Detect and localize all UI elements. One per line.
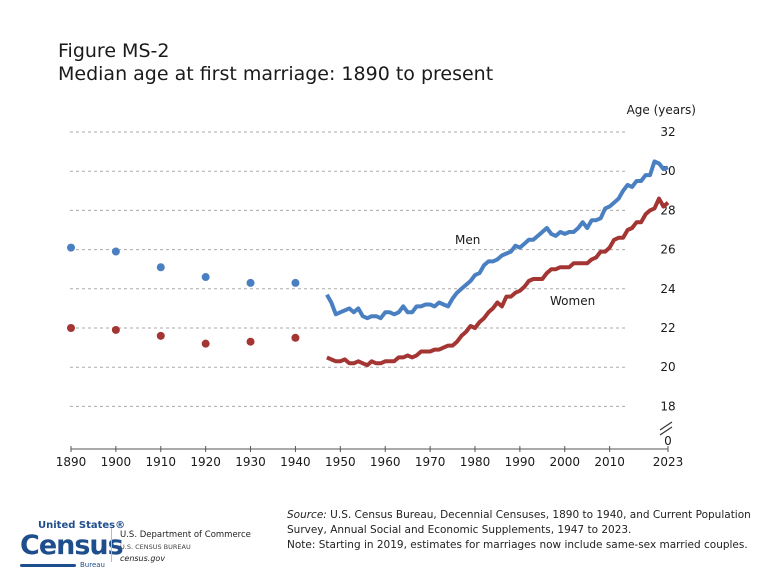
logo-line1: United States® <box>38 520 126 531</box>
x-tick-label: 1960 <box>370 455 401 469</box>
y-tick-label: 32 <box>660 125 675 139</box>
logo-line2: Census <box>20 530 124 561</box>
figure-label: Figure MS-2 <box>58 40 170 62</box>
point-women-1930 <box>246 337 255 346</box>
series-label-women: Women <box>550 294 595 308</box>
y-tick-label: 0 <box>664 434 672 448</box>
x-tick-label: 1890 <box>56 455 87 469</box>
source-label: Source: <box>287 509 327 521</box>
x-tick-label: 2000 <box>549 455 580 469</box>
line-men <box>325 159 669 321</box>
point-men-1890 <box>67 243 75 252</box>
x-tick-label: 1910 <box>146 455 177 469</box>
x-tick-label: 1990 <box>505 455 536 469</box>
x-tick-label: 1920 <box>190 455 221 469</box>
point-men-1930 <box>246 278 255 287</box>
x-tick-label: 1930 <box>235 455 266 469</box>
logo-line3: Bureau <box>80 561 105 569</box>
x-tick-label: 1970 <box>415 455 446 469</box>
point-women-1900 <box>111 325 120 334</box>
bureau-name: U.S. CENSUS BUREAU <box>120 543 191 551</box>
point-women-1920 <box>201 339 210 348</box>
site-link[interactable]: census.gov <box>120 554 166 563</box>
divider <box>111 528 112 562</box>
y-tick-label: 24 <box>660 282 675 296</box>
point-men-1900 <box>111 247 120 256</box>
series-label-men: Men <box>455 233 480 247</box>
dept-name: U.S. Department of Commerce <box>120 530 251 540</box>
y-tick-label: 20 <box>660 360 675 374</box>
point-men-1910 <box>156 263 165 272</box>
x-tick-label: 1950 <box>325 455 356 469</box>
x-tick-label: 1940 <box>280 455 311 469</box>
note-text: Note: Starting in 2019, estimates for ma… <box>287 539 748 551</box>
x-tick-label: 1980 <box>460 455 491 469</box>
point-women-1890 <box>67 324 75 332</box>
y-tick-label: 26 <box>660 243 675 257</box>
y-tick-label: 18 <box>660 399 675 413</box>
axis-break-icon <box>659 421 673 436</box>
y-axis-label: Age (years) <box>627 103 696 117</box>
line-women <box>326 196 670 368</box>
y-tick-label: 22 <box>660 321 675 335</box>
x-tick-label: 2023 <box>653 455 684 469</box>
point-women-1910 <box>156 331 165 340</box>
chart-title: Median age at first marriage: 1890 to pr… <box>58 63 494 85</box>
point-women-1940 <box>291 333 300 342</box>
source-note: Source: U.S. Census Bureau, Decennial Ce… <box>287 508 757 553</box>
point-men-1920 <box>201 273 210 282</box>
x-tick-label: 1900 <box>101 455 132 469</box>
point-men-1940 <box>291 278 300 287</box>
logo-bar <box>20 564 76 567</box>
x-tick-label: 2010 <box>594 455 625 469</box>
source-text: U.S. Census Bureau, Decennial Censuses, … <box>287 509 751 536</box>
